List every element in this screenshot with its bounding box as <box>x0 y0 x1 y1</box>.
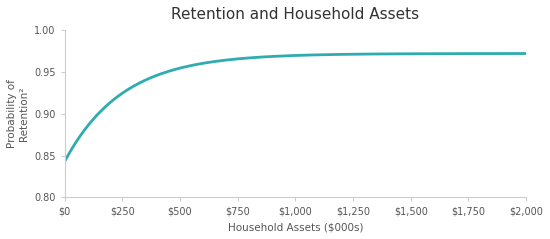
X-axis label: Household Assets ($000s): Household Assets ($000s) <box>228 222 363 232</box>
Y-axis label: Probability of
Retention²: Probability of Retention² <box>7 79 29 148</box>
Title: Retention and Household Assets: Retention and Household Assets <box>171 7 420 22</box>
